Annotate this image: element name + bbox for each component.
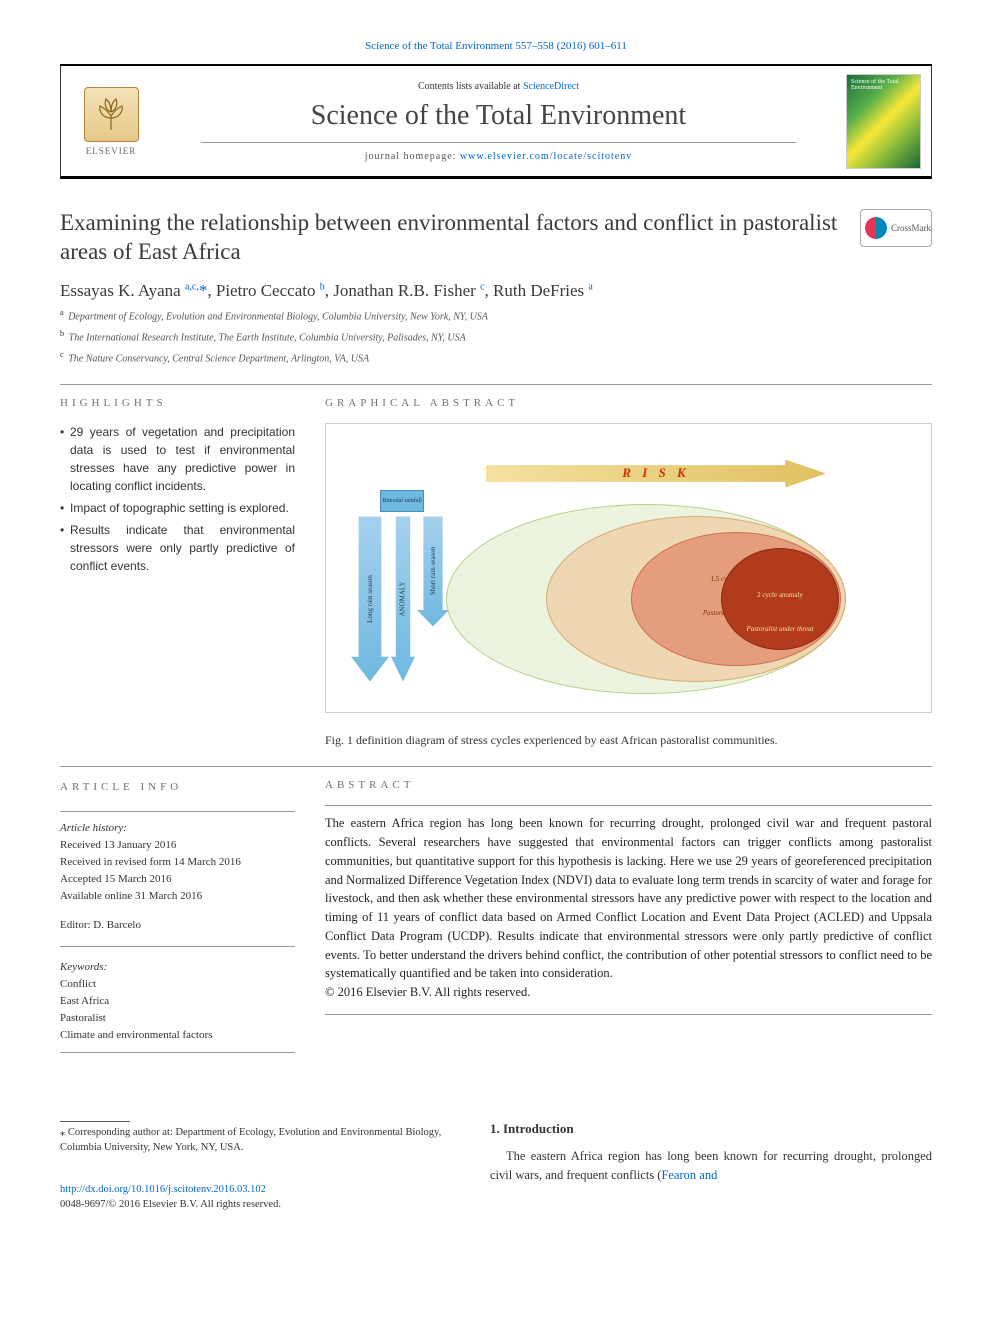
crossmark-badge[interactable]: CrossMark bbox=[860, 209, 932, 247]
journal-title: Science of the Total Environment bbox=[161, 100, 836, 132]
cover-thumb-text: Science of the Total Environment bbox=[851, 79, 916, 91]
article-info-column: ARTICLE INFO Article history: Received 1… bbox=[60, 779, 295, 1061]
keyword-item: East Africa bbox=[60, 993, 295, 1010]
vertical-arrows: Long rain season ANOMALY Short rain seas… bbox=[351, 516, 451, 686]
anomaly-arrow: ANOMALY bbox=[391, 516, 415, 681]
crossmark-label: CrossMark bbox=[891, 223, 931, 233]
risk-arrow: R I S K bbox=[486, 459, 826, 487]
highlight-item: Impact of topographic setting is explore… bbox=[60, 499, 295, 517]
left-body-column: ⁎ Corresponding author at: Department of… bbox=[60, 1121, 460, 1213]
short-rain-arrow: Short rain season bbox=[417, 516, 449, 626]
sciencedirect-link[interactable]: ScienceDirect bbox=[523, 81, 579, 92]
accepted-date: Accepted 15 March 2016 bbox=[60, 871, 295, 888]
highlight-item: 29 years of vegetation and precipitation… bbox=[60, 423, 295, 495]
info-divider bbox=[60, 811, 295, 812]
article-head: Examining the relationship between envir… bbox=[60, 209, 932, 267]
affiliations: a Department of Ecology, Evolution and E… bbox=[60, 307, 932, 367]
highlights-ga-row: HIGHLIGHTS 29 years of vegetation and pr… bbox=[60, 397, 932, 748]
ga-top-box: Bimodal rainfall bbox=[380, 490, 424, 512]
abstract-copyright: © 2016 Elsevier B.V. All rights reserved… bbox=[325, 983, 932, 1002]
ellipse-2cycle: 2 cycle anomaly Pastoralist under threat bbox=[721, 548, 839, 650]
editor-line: Editor: D. Barcelo bbox=[60, 917, 295, 934]
abstract-divider bbox=[325, 1014, 932, 1015]
affiliation-line: b The International Research Institute, … bbox=[60, 328, 932, 345]
journal-header: ELSEVIER Contents lists available at Sci… bbox=[60, 64, 932, 179]
graphical-abstract-column: GRAPHICAL ABSTRACT R I S K Bimodal rainf… bbox=[325, 397, 932, 748]
received-date: Received 13 January 2016 bbox=[60, 837, 295, 854]
intro-citation[interactable]: Fearon and bbox=[661, 1168, 717, 1182]
info-abstract-row: ARTICLE INFO Article history: Received 1… bbox=[60, 779, 932, 1061]
divider bbox=[60, 384, 932, 385]
info-divider bbox=[60, 946, 295, 947]
history-label: Article history: bbox=[60, 820, 295, 837]
abstract-column: ABSTRACT The eastern Africa region has l… bbox=[325, 779, 932, 1061]
graphical-abstract-caption: Fig. 1 definition diagram of stress cycl… bbox=[325, 733, 932, 748]
affiliation-line: a Department of Ecology, Evolution and E… bbox=[60, 307, 932, 324]
abstract-divider bbox=[325, 805, 932, 806]
keywords-list: ConflictEast AfricaPastoralistClimate an… bbox=[60, 976, 295, 1044]
doi-block: http://dx.doi.org/10.1016/j.scitotenv.20… bbox=[60, 1183, 460, 1212]
crossmark-icon bbox=[865, 217, 887, 239]
graphical-abstract-figure: R I S K Bimodal rainfall Long rain seaso… bbox=[325, 423, 932, 713]
revised-date: Received in revised form 14 March 2016 bbox=[60, 854, 295, 871]
abstract-label: ABSTRACT bbox=[325, 779, 932, 791]
abstract-text: The eastern Africa region has long been … bbox=[325, 814, 932, 983]
elsevier-label: ELSEVIER bbox=[86, 146, 137, 156]
introduction-heading: 1. Introduction bbox=[490, 1121, 932, 1137]
doi-link[interactable]: http://dx.doi.org/10.1016/j.scitotenv.20… bbox=[60, 1184, 266, 1195]
homepage-prefix: journal homepage: bbox=[365, 151, 460, 162]
highlight-item: Results indicate that environmental stre… bbox=[60, 521, 295, 575]
info-divider bbox=[60, 1052, 295, 1053]
footnote-text: Corresponding author at: Department of E… bbox=[60, 1127, 441, 1153]
keyword-item: Pastoralist bbox=[60, 1010, 295, 1027]
contents-list-line: Contents lists available at ScienceDirec… bbox=[161, 81, 836, 92]
right-body-column: 1. Introduction The eastern Africa regio… bbox=[490, 1121, 932, 1213]
journal-reference[interactable]: Science of the Total Environment 557–558… bbox=[60, 40, 932, 52]
keyword-item: Conflict bbox=[60, 976, 295, 993]
homepage-link[interactable]: www.elsevier.com/locate/scitotenv bbox=[460, 151, 632, 162]
article-info-label: ARTICLE INFO bbox=[60, 779, 295, 796]
footnote-rule bbox=[60, 1121, 130, 1122]
authors-line: Essayas K. Ayana a,c,*, Pietro Ceccato b… bbox=[60, 281, 932, 301]
contents-prefix: Contents lists available at bbox=[418, 81, 523, 92]
issn-copyright: 0048-9697/© 2016 Elsevier B.V. All right… bbox=[60, 1199, 281, 1210]
footnote-marker: ⁎ bbox=[60, 1127, 65, 1138]
header-center: Contents lists available at ScienceDirec… bbox=[161, 81, 836, 162]
stress-cycle-ellipses: Normal seasonal cycle Pastoralist thrive… bbox=[446, 504, 846, 694]
introduction-body: The eastern Africa region has long been … bbox=[490, 1147, 932, 1185]
elsevier-logo[interactable]: ELSEVIER bbox=[71, 74, 151, 169]
keywords-label: Keywords: bbox=[60, 959, 295, 976]
graphical-abstract-label: GRAPHICAL ABSTRACT bbox=[325, 397, 932, 409]
journal-homepage: journal homepage: www.elsevier.com/locat… bbox=[201, 142, 796, 162]
online-date: Available online 31 March 2016 bbox=[60, 888, 295, 905]
journal-cover-thumbnail[interactable]: Science of the Total Environment bbox=[846, 74, 921, 169]
highlights-label: HIGHLIGHTS bbox=[60, 397, 295, 409]
highlights-list: 29 years of vegetation and precipitation… bbox=[60, 423, 295, 575]
keyword-item: Climate and environmental factors bbox=[60, 1027, 295, 1044]
corresponding-author-footnote: ⁎ Corresponding author at: Department of… bbox=[60, 1126, 460, 1155]
long-rain-arrow: Long rain season bbox=[351, 516, 389, 681]
divider bbox=[60, 766, 932, 767]
elsevier-tree-icon bbox=[84, 87, 139, 142]
article-title: Examining the relationship between envir… bbox=[60, 209, 860, 267]
affiliation-line: c The Nature Conservancy, Central Scienc… bbox=[60, 349, 932, 366]
highlights-column: HIGHLIGHTS 29 years of vegetation and pr… bbox=[60, 397, 295, 748]
body-columns: ⁎ Corresponding author at: Department of… bbox=[60, 1121, 932, 1213]
